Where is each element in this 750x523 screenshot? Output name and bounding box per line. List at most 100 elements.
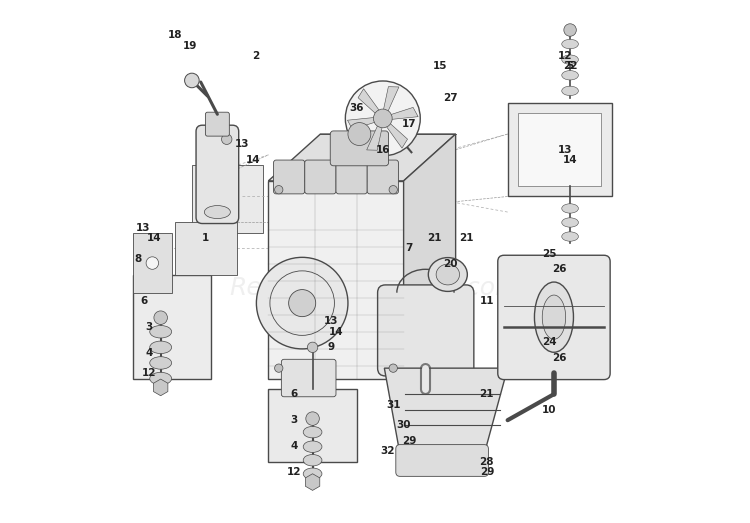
Ellipse shape	[562, 86, 578, 96]
Text: 27: 27	[443, 93, 458, 103]
Text: 31: 31	[386, 400, 400, 410]
Text: 21: 21	[459, 233, 473, 243]
Polygon shape	[508, 103, 612, 197]
Circle shape	[564, 24, 576, 36]
Text: 6: 6	[291, 389, 298, 399]
Ellipse shape	[436, 264, 460, 285]
Polygon shape	[382, 87, 399, 116]
Ellipse shape	[150, 372, 172, 385]
Text: 21: 21	[427, 233, 442, 243]
Ellipse shape	[303, 426, 322, 438]
Polygon shape	[347, 117, 380, 130]
Text: 28: 28	[479, 457, 494, 467]
Text: 29: 29	[480, 467, 494, 477]
Polygon shape	[367, 121, 383, 150]
Polygon shape	[518, 113, 602, 186]
Ellipse shape	[428, 258, 467, 291]
Text: 3: 3	[145, 322, 152, 332]
Ellipse shape	[562, 55, 578, 64]
Text: 13: 13	[235, 140, 250, 150]
Text: 4: 4	[145, 348, 152, 358]
Text: 30: 30	[396, 420, 411, 430]
Text: 6: 6	[140, 295, 147, 305]
Text: 25: 25	[542, 249, 556, 259]
FancyBboxPatch shape	[396, 445, 488, 476]
Polygon shape	[268, 181, 404, 379]
Circle shape	[274, 186, 283, 194]
Text: 13: 13	[136, 223, 151, 233]
Circle shape	[348, 122, 370, 145]
Ellipse shape	[303, 441, 322, 452]
Text: 20: 20	[443, 259, 458, 269]
Text: 14: 14	[562, 155, 578, 165]
Text: 7: 7	[405, 244, 412, 254]
Text: 17: 17	[401, 119, 416, 129]
FancyBboxPatch shape	[368, 160, 398, 194]
Text: 2: 2	[252, 51, 259, 61]
Ellipse shape	[303, 454, 322, 466]
Ellipse shape	[150, 357, 172, 369]
Text: 29: 29	[402, 436, 416, 446]
Text: 32: 32	[381, 447, 395, 457]
FancyBboxPatch shape	[336, 160, 368, 194]
Ellipse shape	[562, 39, 578, 49]
Polygon shape	[384, 368, 508, 454]
Circle shape	[374, 109, 392, 128]
Text: 5: 5	[566, 61, 574, 72]
Text: 14: 14	[328, 327, 344, 337]
Text: 21: 21	[479, 389, 494, 399]
Text: 24: 24	[542, 337, 556, 347]
Text: 8: 8	[135, 254, 142, 264]
Polygon shape	[133, 275, 212, 379]
FancyBboxPatch shape	[304, 160, 336, 194]
Polygon shape	[386, 107, 418, 120]
FancyBboxPatch shape	[330, 131, 388, 166]
Text: 1: 1	[202, 233, 209, 243]
Text: 4: 4	[291, 441, 298, 451]
Polygon shape	[358, 89, 382, 117]
Text: 26: 26	[553, 264, 567, 274]
Circle shape	[345, 81, 420, 156]
Polygon shape	[383, 120, 407, 148]
Text: 11: 11	[479, 295, 494, 305]
Text: 13: 13	[558, 145, 572, 155]
Text: 3: 3	[291, 415, 298, 425]
Circle shape	[389, 364, 398, 372]
Text: 9: 9	[327, 343, 334, 353]
Circle shape	[306, 412, 320, 425]
Text: 26: 26	[553, 353, 567, 363]
FancyBboxPatch shape	[377, 285, 474, 376]
Text: 12: 12	[142, 368, 156, 378]
Text: 16: 16	[376, 145, 390, 155]
Text: 12: 12	[558, 51, 572, 61]
Text: 22: 22	[562, 61, 578, 72]
Circle shape	[221, 134, 232, 144]
Polygon shape	[175, 222, 237, 275]
FancyBboxPatch shape	[206, 112, 230, 136]
Circle shape	[308, 342, 318, 353]
Text: ReplacementParts.com: ReplacementParts.com	[230, 276, 520, 300]
Polygon shape	[404, 134, 456, 379]
Text: 18: 18	[167, 30, 182, 40]
Circle shape	[146, 257, 158, 269]
Text: 10: 10	[542, 405, 556, 415]
Text: 14: 14	[146, 233, 161, 243]
Circle shape	[389, 186, 398, 194]
FancyBboxPatch shape	[281, 359, 336, 397]
FancyBboxPatch shape	[274, 160, 304, 194]
Ellipse shape	[535, 282, 574, 353]
Text: 19: 19	[183, 41, 197, 51]
Circle shape	[289, 290, 316, 316]
Text: 14: 14	[245, 155, 260, 165]
Ellipse shape	[562, 71, 578, 80]
FancyBboxPatch shape	[196, 125, 238, 223]
Circle shape	[184, 73, 200, 88]
Ellipse shape	[204, 206, 230, 219]
Polygon shape	[268, 134, 456, 181]
Polygon shape	[133, 233, 172, 293]
Ellipse shape	[150, 325, 172, 338]
Polygon shape	[154, 379, 168, 396]
Ellipse shape	[542, 295, 566, 339]
Circle shape	[256, 257, 348, 349]
Ellipse shape	[562, 204, 578, 213]
